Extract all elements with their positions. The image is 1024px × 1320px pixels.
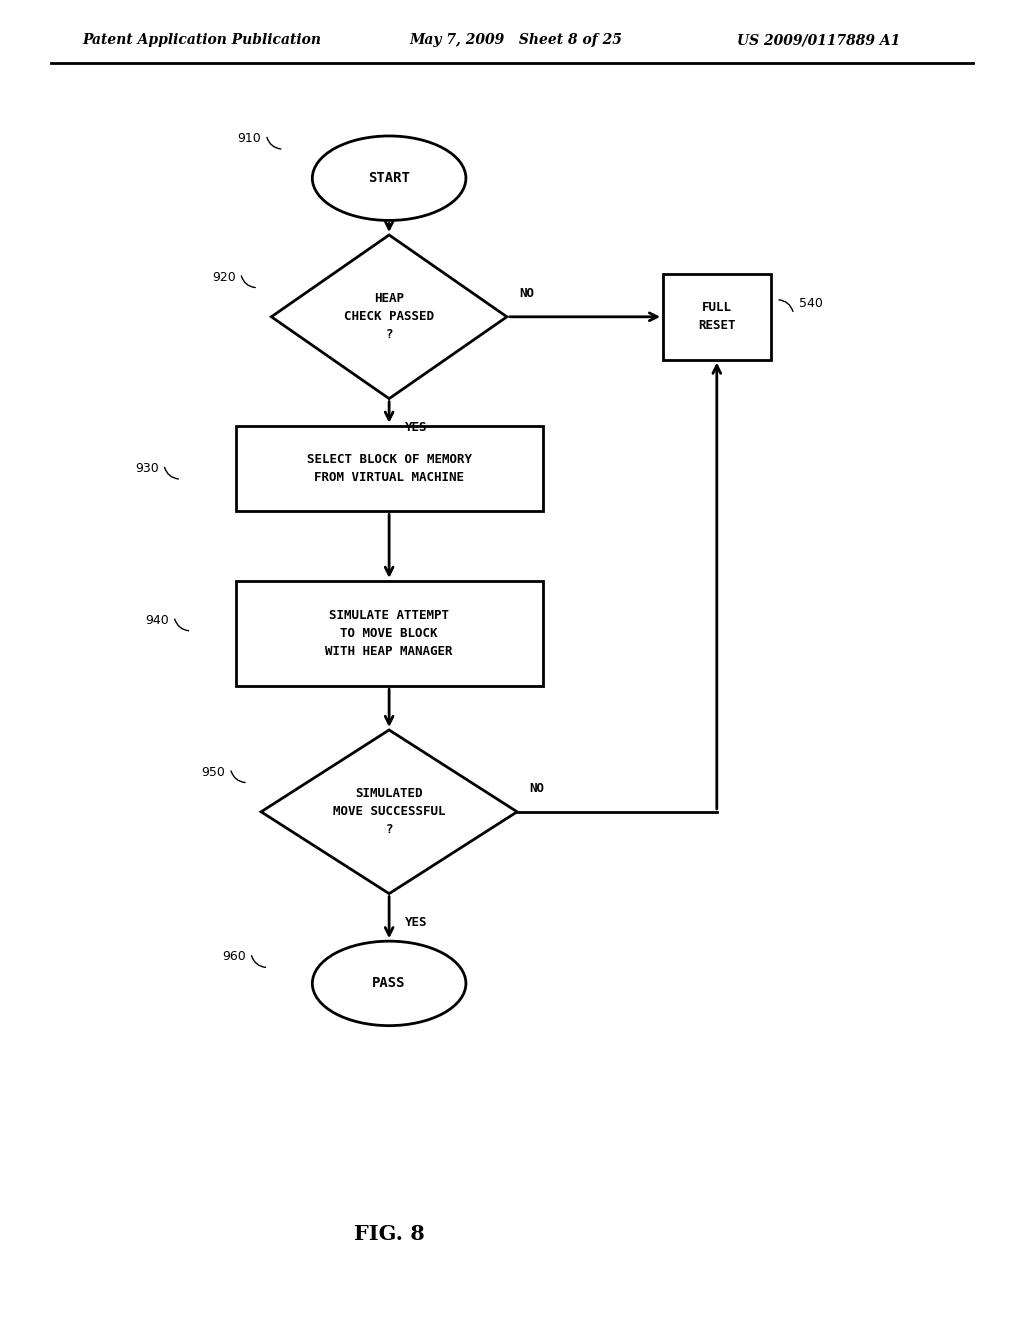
Text: PASS: PASS	[373, 977, 406, 990]
Text: 910: 910	[238, 132, 261, 145]
Text: 950: 950	[202, 766, 225, 779]
Bar	[236, 581, 543, 686]
Text: HEAP
CHECK PASSED
?: HEAP CHECK PASSED ?	[344, 292, 434, 342]
Text: US 2009/0117889 A1: US 2009/0117889 A1	[737, 33, 900, 48]
Bar	[664, 275, 770, 359]
Text: SIMULATE ATTEMPT
TO MOVE BLOCK
WITH HEAP MANAGER: SIMULATE ATTEMPT TO MOVE BLOCK WITH HEAP…	[326, 609, 453, 659]
Text: 920: 920	[212, 271, 236, 284]
Text: YES: YES	[404, 421, 427, 434]
Text: NO: NO	[519, 286, 535, 300]
Text: FIG. 8: FIG. 8	[353, 1224, 425, 1245]
Text: May 7, 2009   Sheet 8 of 25: May 7, 2009 Sheet 8 of 25	[410, 33, 623, 48]
Text: Patent Application Publication: Patent Application Publication	[82, 33, 321, 48]
Text: 960: 960	[222, 950, 246, 964]
Text: 930: 930	[135, 462, 159, 475]
Text: 540: 540	[799, 297, 822, 310]
Text: SELECT BLOCK OF MEMORY
FROM VIRTUAL MACHINE: SELECT BLOCK OF MEMORY FROM VIRTUAL MACH…	[306, 453, 472, 484]
Text: NO: NO	[529, 781, 545, 795]
Bar	[236, 425, 543, 511]
Text: YES: YES	[404, 916, 427, 929]
Text: START: START	[369, 172, 410, 185]
Text: FULL
RESET: FULL RESET	[698, 301, 735, 333]
Text: SIMULATED
MOVE SUCCESSFUL
?: SIMULATED MOVE SUCCESSFUL ?	[333, 787, 445, 837]
Text: 940: 940	[145, 614, 169, 627]
